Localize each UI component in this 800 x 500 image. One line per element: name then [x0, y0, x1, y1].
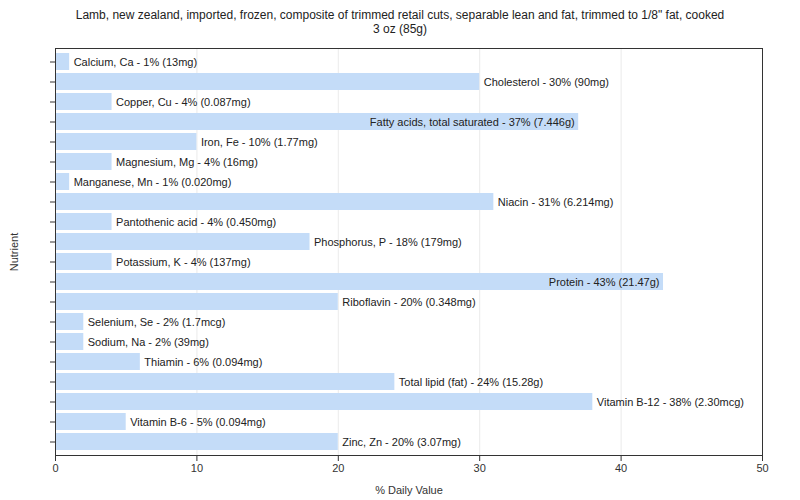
svg-text:Calcium, Ca - 1% (13mg): Calcium, Ca - 1% (13mg) [74, 56, 197, 68]
svg-text:Potassium, K - 4% (137mg): Potassium, K - 4% (137mg) [116, 256, 251, 268]
svg-text:50: 50 [756, 462, 768, 474]
svg-text:Iron, Fe - 10% (1.77mg): Iron, Fe - 10% (1.77mg) [201, 136, 318, 148]
svg-text:Riboflavin - 20% (0.348mg): Riboflavin - 20% (0.348mg) [342, 296, 475, 308]
svg-text:40: 40 [615, 462, 627, 474]
svg-text:Phosphorus, P - 18% (179mg): Phosphorus, P - 18% (179mg) [314, 236, 462, 248]
svg-text:0: 0 [52, 462, 58, 474]
svg-text:Sodium, Na - 2% (39mg): Sodium, Na - 2% (39mg) [88, 336, 209, 348]
svg-text:Protein - 43% (21.47g): Protein - 43% (21.47g) [549, 276, 660, 288]
svg-text:Vitamin B-6 - 5% (0.094mg): Vitamin B-6 - 5% (0.094mg) [130, 416, 266, 428]
svg-text:Nutrient: Nutrient [8, 233, 20, 272]
svg-text:Cholesterol - 30% (90mg): Cholesterol - 30% (90mg) [484, 76, 609, 88]
html-text:Lamb, new zealand, imported, f: Lamb, new zealand, imported, frozen, com… [75, 8, 725, 22]
svg-text:Pantothenic acid - 4% (0.450mg: Pantothenic acid - 4% (0.450mg) [116, 216, 276, 228]
svg-text:% Daily Value: % Daily Value [375, 484, 443, 496]
svg-text:Manganese, Mn - 1% (0.020mg): Manganese, Mn - 1% (0.020mg) [74, 176, 232, 188]
html-text:3 oz (85g): 3 oz (85g) [373, 22, 427, 36]
svg-text:Fatty acids, total saturated -: Fatty acids, total saturated - 37% (7.44… [370, 116, 575, 128]
svg-text:Copper, Cu - 4% (0.087mg): Copper, Cu - 4% (0.087mg) [116, 96, 251, 108]
svg-text:Total lipid (fat) - 24% (15.28: Total lipid (fat) - 24% (15.28g) [399, 376, 543, 388]
svg-text:30: 30 [474, 462, 486, 474]
svg-text:Thiamin - 6% (0.094mg): Thiamin - 6% (0.094mg) [144, 356, 262, 368]
svg-text:Selenium, Se - 2% (1.7mcg): Selenium, Se - 2% (1.7mcg) [88, 316, 226, 328]
svg-text:Magnesium, Mg - 4% (16mg): Magnesium, Mg - 4% (16mg) [116, 156, 258, 168]
svg-text:Niacin - 31% (6.214mg): Niacin - 31% (6.214mg) [498, 196, 614, 208]
svg-text:Zinc, Zn - 20% (3.07mg): Zinc, Zn - 20% (3.07mg) [342, 436, 461, 448]
svg-text:10: 10 [191, 462, 203, 474]
svg-text:Vitamin B-12 - 38% (2.30mcg): Vitamin B-12 - 38% (2.30mcg) [597, 396, 744, 408]
svg-text:20: 20 [332, 462, 344, 474]
